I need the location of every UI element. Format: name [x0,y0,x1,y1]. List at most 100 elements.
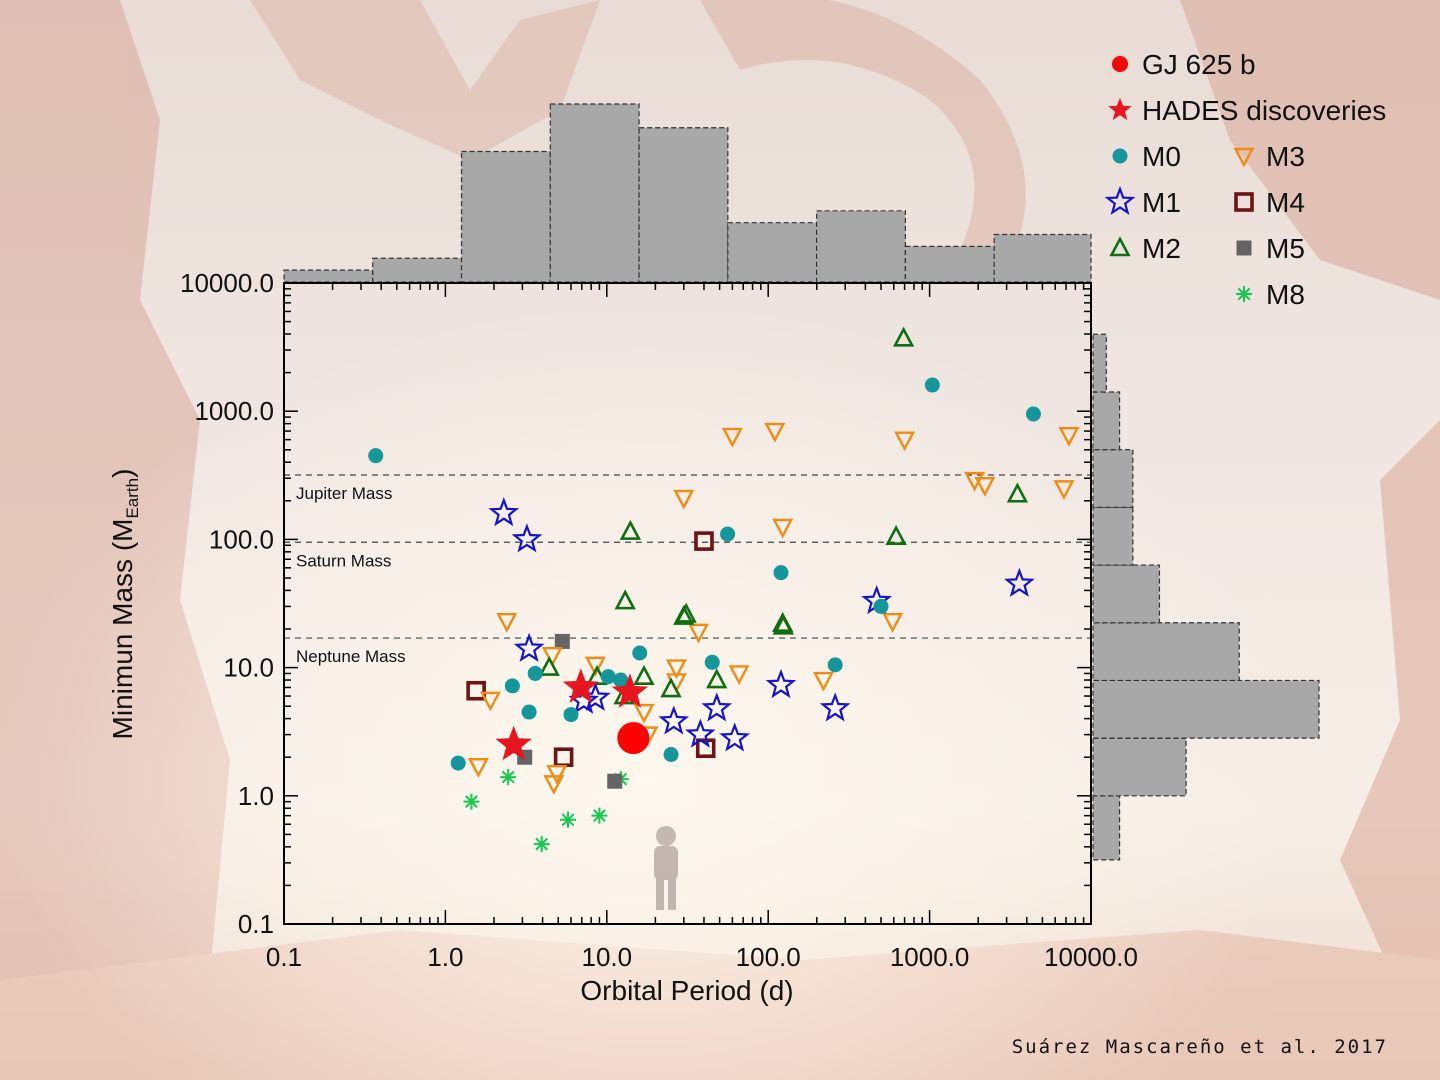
x-tick-label: 1000.0 [890,942,970,972]
data-point [617,722,650,755]
legend-marker [1236,286,1252,302]
mass-histogram-bar [1092,506,1134,566]
series-m5 [517,633,623,789]
data-point [463,793,480,810]
data-point [882,613,904,633]
data-point [562,668,599,703]
y-tick-label: 0.1 [238,909,274,939]
period-histogram [283,103,1092,283]
period-histogram-bar [372,257,463,283]
data-point [924,377,940,393]
data-point [772,614,794,635]
legend-marker [1104,185,1136,216]
period-histogram-bar [283,269,374,283]
y-tick-label: 10000.0 [180,268,274,298]
data-point [1025,406,1041,422]
mass-histogram-bar [1092,622,1240,682]
period-histogram-bar [638,127,729,283]
data-point [812,671,834,692]
legend-entry: M8 [1236,279,1305,310]
data-point [504,678,520,694]
legend-marker [1234,192,1254,212]
period-histogram-bar [460,150,551,283]
data-point [885,524,907,545]
data-point [619,519,642,540]
legend-entry: GJ 625 b [1112,49,1256,80]
legend-label: M5 [1266,233,1305,264]
data-point [511,523,543,553]
legend-entry: M3 [1233,141,1305,172]
data-point [719,722,751,752]
period-histogram-bar [904,245,995,283]
data-point [600,669,616,685]
x-tick-label: 10000.0 [1044,942,1138,972]
x-tick-label: 1.0 [427,942,463,972]
y-tick-label: 10.0 [223,653,274,683]
series-m3 [467,422,1080,795]
data-point [894,431,916,452]
mass-histogram-bar [1092,391,1121,451]
data-point [728,665,750,686]
data-point [584,656,606,677]
y-tick-label: 100.0 [209,524,274,554]
reference-line-label: Neptune Mass [296,647,406,666]
data-point [488,497,520,527]
data-point [554,633,570,649]
data-point [694,531,714,551]
astronaut-figure [654,826,678,910]
data-point [1053,480,1075,500]
mass-histogram-bar [1092,564,1161,624]
legend-label: GJ 625 b [1142,49,1256,80]
legend-label: M0 [1142,141,1181,172]
legend-entry: M5 [1236,233,1305,264]
data-point [368,448,384,464]
data-point [611,673,648,708]
data-point [591,807,608,824]
series-gj-625-b [617,722,650,755]
data-point [560,811,577,828]
data-point [614,589,636,610]
legend-label: HADES discoveries [1142,95,1386,126]
data-point [873,598,889,614]
x-tick-label: 100.0 [736,942,801,972]
legend-label: M4 [1266,187,1305,218]
legend-label: M3 [1266,141,1305,172]
legend: GJ 625 b HADES discoveries M0 M3 M1 M4 M2 M5 M8 [1104,49,1386,310]
legend-entry: M2 [1109,233,1181,264]
data-point [533,836,550,853]
data-point [1004,567,1035,597]
data-point [496,613,518,633]
series-m8 [463,769,629,853]
data-point [466,680,486,701]
data-point [765,668,797,699]
y-tick-label: 1000.0 [194,396,274,426]
data-point [706,668,728,689]
x-tick-label: 0.1 [266,942,302,972]
legend-entry: M0 [1112,141,1181,172]
data-point [772,518,794,539]
data-point [704,654,720,670]
y-axis-label: Minimun Mass (MEarth) [107,469,142,740]
mass-histogram-bar [1092,795,1121,861]
data-point [827,657,843,673]
mass-histogram-bar [1092,333,1107,393]
data-point [685,718,716,748]
data-point [467,758,489,778]
legend-marker [1233,147,1255,168]
plot-frame [283,282,1092,925]
legend-entry: M1 [1104,185,1181,218]
data-point [764,422,786,443]
data-point [450,755,466,771]
mass-histogram [1092,333,1320,861]
mass-histogram-bar [1092,449,1134,508]
period-histogram-bar [727,222,818,283]
data-point [720,526,736,542]
period-histogram-bar [993,233,1092,283]
data-point [541,646,563,667]
data-point [527,665,543,681]
data-point [892,326,915,347]
legend-entry: HADES discoveries [1108,95,1386,126]
data-point [500,769,517,786]
data-point [632,645,648,661]
